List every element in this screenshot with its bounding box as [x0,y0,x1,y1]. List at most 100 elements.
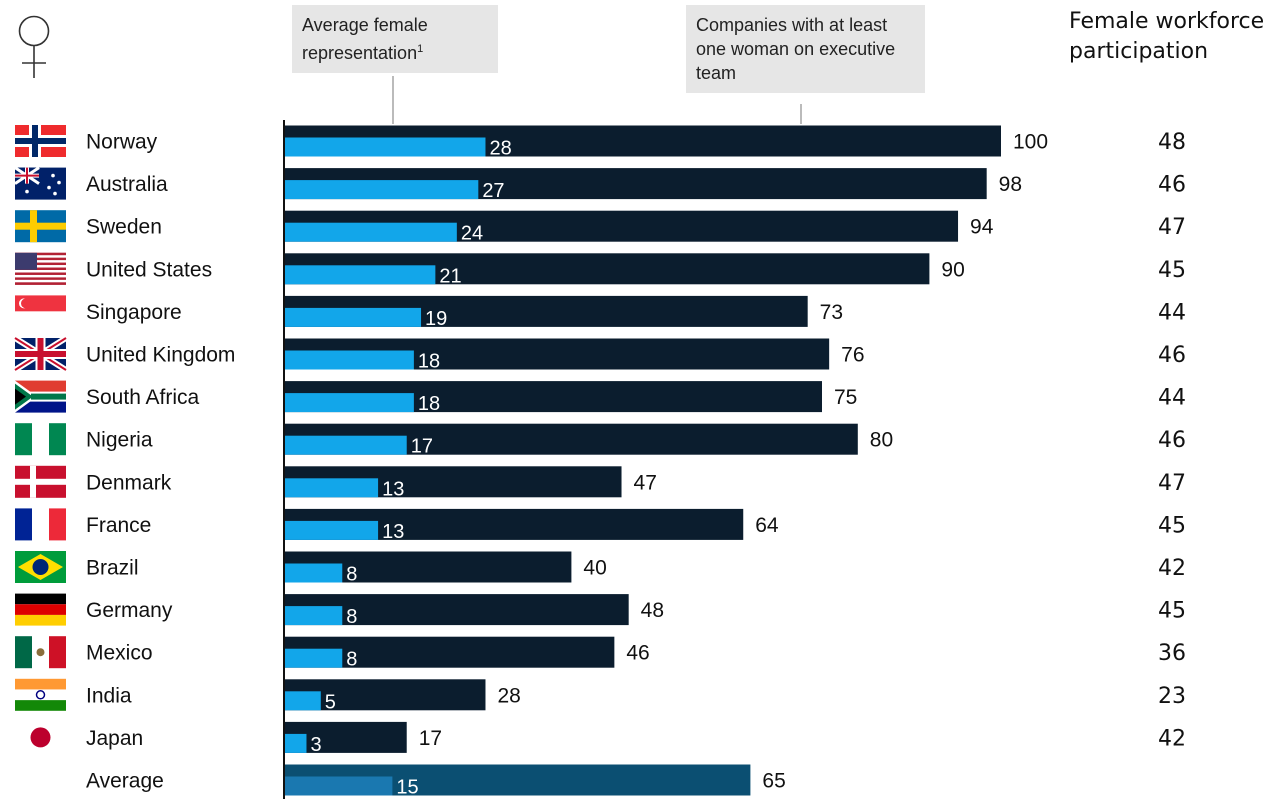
fwp-value-france: 45 [1158,513,1186,538]
fwp-value-sweden: 47 [1158,215,1186,240]
flag-germany-icon [15,593,66,626]
fwp-value-nigeria: 46 [1158,428,1186,453]
flag-mexico-icon [15,636,66,669]
female-workforce-participation-header: Female workforce participation [1069,9,1265,64]
flag-japan-icon [15,721,66,754]
country-label-sweden: Sweden [86,216,162,239]
fwp-value-norway: 48 [1158,130,1186,155]
fwp-values-group: 48 46 47 45 44 46 44 46 47 45 42 45 36 23 42 [1158,130,1186,751]
label-female-representation-average: 15 [396,777,418,799]
bar-female-representation-mexico [285,648,343,668]
female-symbol-icon [18,15,50,78]
flag-india-icon [15,678,66,711]
fwp-value-germany: 45 [1158,599,1186,624]
bar-female-representation-nigeria [285,435,407,455]
country-label-australia: Australia [86,173,168,196]
country-label-france: France [86,514,151,537]
country-label-united-states: United States [86,258,212,281]
label-female-representation-france: 13 [382,521,404,543]
flag-south-africa-icon [15,380,66,413]
label-female-representation-india: 5 [325,691,336,713]
country-label-average: Average [86,770,164,793]
callout-average-female-text: Average female representation [302,15,428,63]
bar-female-representation-france [285,520,379,540]
label-female-representation-sweden: 24 [461,223,483,245]
label-companies-france: 64 [755,514,779,537]
fwp-value-india: 23 [1158,684,1186,709]
bar-female-representation-sweden [285,222,457,242]
bar-female-representation-brazil [285,563,343,583]
callout-companies-text: Companies with at least one woman on exe… [696,15,896,83]
bar-female-representation-south-africa [285,393,414,413]
label-companies-united-states: 90 [941,258,964,281]
label-companies-japan: 17 [419,727,442,750]
bar-female-representation-united-kingdom [285,350,414,370]
country-label-india: India [86,684,132,707]
label-female-representation-united-states: 21 [439,265,461,287]
country-label-denmark: Denmark [86,471,172,494]
fwp-value-brazil: 42 [1158,556,1186,581]
flag-united-kingdom-icon [13,335,68,373]
bar-female-representation-japan [285,733,307,753]
label-female-representation-nigeria: 17 [411,436,433,458]
bars-group: 28 100 27 98 24 94 21 90 19 73 18 76 18 75 17 80 13 47 13 6… [285,125,1048,799]
label-companies-average: 65 [762,770,785,793]
fwp-value-singapore: 44 [1158,300,1186,325]
label-companies-nigeria: 80 [870,429,893,452]
bar-female-representation-average [285,776,393,796]
label-companies-sweden: 94 [970,216,994,239]
country-label-south-africa: South Africa [86,386,200,409]
fwp-value-mexico: 36 [1158,641,1186,666]
country-label-japan: Japan [86,727,143,750]
country-label-norway: Norway [86,131,158,154]
flag-norway-icon [15,125,66,157]
country-label-germany: Germany [86,599,173,622]
label-companies-australia: 98 [999,173,1022,196]
country-label-brazil: Brazil [86,557,139,580]
label-female-representation-germany: 8 [346,606,357,628]
label-companies-brazil: 40 [583,557,606,580]
fwp-value-united-kingdom: 46 [1158,343,1186,368]
bar-female-representation-singapore [285,307,422,327]
label-companies-germany: 48 [641,599,664,622]
label-companies-india: 28 [497,684,520,707]
label-female-representation-singapore: 19 [425,308,447,330]
country-label-nigeria: Nigeria [86,429,153,452]
flag-france-icon [15,508,66,541]
flag-australia-icon [14,166,66,200]
flag-nigeria-icon [15,423,66,456]
label-companies-denmark: 47 [634,471,657,494]
country-labels-group: Norway Australia Sweden United States Singap… [86,131,235,793]
label-female-representation-united-kingdom: 18 [418,351,440,373]
callout-average-female-representation: Average female representation1 [292,5,498,73]
label-female-representation-mexico: 8 [346,649,357,671]
bar-female-representation-denmark [285,478,379,498]
fwp-value-south-africa: 44 [1158,386,1186,411]
label-female-representation-brazil: 8 [346,564,357,586]
fwp-value-japan: 42 [1158,726,1186,751]
label-companies-norway: 100 [1013,131,1048,154]
label-female-representation-denmark: 13 [382,478,404,500]
decoration-group [18,15,802,799]
label-companies-singapore: 73 [820,301,843,324]
flag-denmark-icon [15,465,66,498]
label-companies-south-africa: 75 [834,386,857,409]
country-label-mexico: Mexico [86,642,153,665]
flag-united-states-icon [15,252,66,285]
label-companies-united-kingdom: 76 [841,344,864,367]
country-label-singapore: Singapore [86,301,182,324]
bar-female-representation-australia [285,180,479,200]
label-female-representation-south-africa: 18 [418,393,440,415]
bar-female-representation-united-states [285,265,436,285]
flags-group [13,125,68,754]
bar-female-representation-norway [285,137,486,157]
label-female-representation-norway: 28 [489,138,511,160]
callout-companies-with-woman: Companies with at least one woman on exe… [686,5,925,93]
fwp-value-australia: 46 [1158,173,1186,198]
label-female-representation-australia: 27 [482,180,504,202]
flag-brazil-icon [15,551,66,583]
fwp-value-united-states: 45 [1158,258,1186,283]
fwp-value-denmark: 47 [1158,471,1186,496]
country-label-united-kingdom: United Kingdom [86,344,235,367]
